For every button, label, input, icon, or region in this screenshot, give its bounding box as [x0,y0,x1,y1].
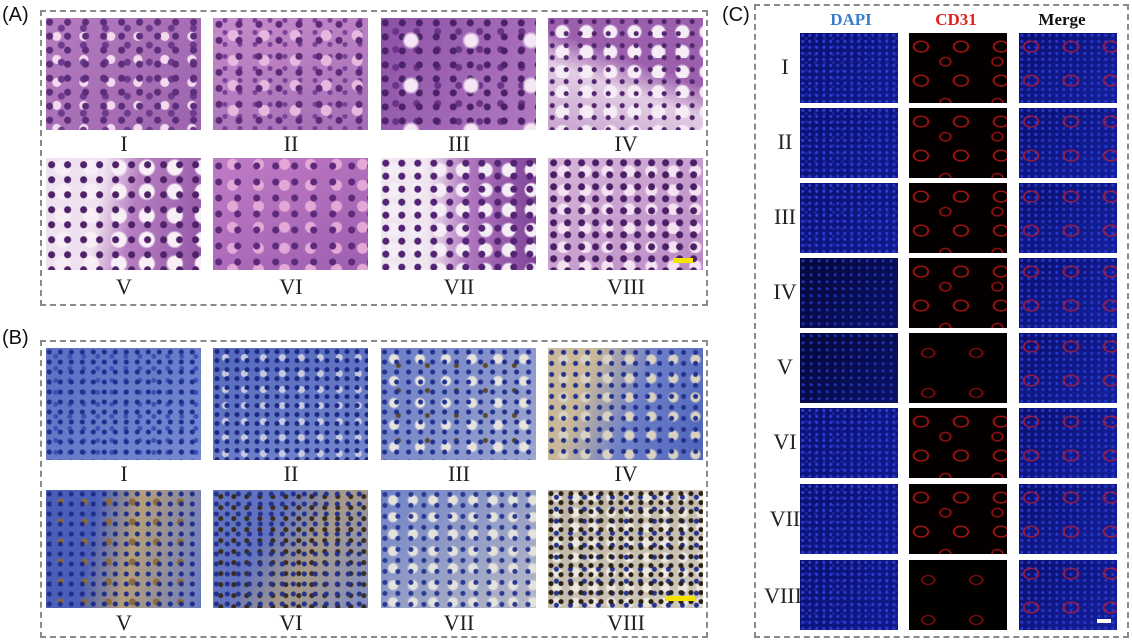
row-label-8: VIII [764,583,802,608]
scale-bar-a [673,258,693,263]
column-header-dapi: DAPI [830,10,872,29]
cd31-image-8 [909,560,1007,630]
scale-bar-c [1097,619,1111,623]
merge-image-2 [1019,108,1117,178]
he-image-2 [213,18,368,130]
dapi-image-3 [800,183,898,253]
cd31-image-1 [909,33,1007,103]
merge-image-8 [1019,560,1117,630]
caption-b-5: V [116,610,132,635]
caption-a-1: I [120,131,128,156]
ihc-image-5 [46,490,201,608]
he-image-6 [213,158,368,270]
caption-a-6: VI [279,274,303,299]
merge-image-1 [1019,33,1117,103]
panel-a-label: (A) [2,4,29,26]
panel-b-frame [40,340,708,638]
ihc-image-2 [213,348,368,460]
cd31-image-5 [909,333,1007,403]
caption-b-3: III [448,461,470,486]
dapi-image-8 [800,560,898,630]
panel-c-label: (C) [722,4,750,26]
caption-b-1: I [120,461,128,486]
row-label-5: V [777,354,793,379]
caption-b-2: II [283,461,299,486]
ihc-image-4 [548,348,703,460]
ihc-image-6 [213,490,368,608]
he-image-4 [548,18,703,130]
scale-bar-b [665,596,695,601]
caption-a-4: IV [614,131,638,156]
row-label-3: III [774,204,796,229]
dapi-image-7 [800,484,898,554]
row-label-2: II [777,129,793,154]
ihc-image-7 [381,490,536,608]
ihc-image-3 [381,348,536,460]
caption-a-8: VIII [607,274,645,299]
he-image-8 [548,158,703,270]
cd31-image-3 [909,183,1007,253]
caption-a-7: VII [443,274,475,299]
dapi-image-4 [800,258,898,328]
caption-a-2: II [283,131,299,156]
ihc-image-1 [46,348,201,460]
he-image-7 [381,158,536,270]
row-label-4: IV [773,279,797,304]
caption-b-6: VI [279,610,303,635]
caption-a-3: III [448,131,470,156]
merge-image-5 [1019,333,1117,403]
cd31-image-7 [909,484,1007,554]
cd31-image-4 [909,258,1007,328]
panel-a-frame [40,10,708,306]
column-header-cd31: CD31 [935,10,977,29]
column-header-merge: Merge [1038,10,1086,29]
he-image-5 [46,158,201,270]
panel-c-frame [754,4,1129,638]
caption-b-8: VIII [607,610,645,635]
dapi-image-1 [800,33,898,103]
row-label-1: I [781,54,789,79]
dapi-image-2 [800,108,898,178]
row-label-6: VI [773,429,797,454]
merge-image-4 [1019,258,1117,328]
caption-b-7: VII [443,610,475,635]
caption-a-5: V [116,274,132,299]
caption-b-4: IV [614,461,638,486]
merge-image-3 [1019,183,1117,253]
row-label-7: VII [769,506,801,531]
merge-image-7 [1019,484,1117,554]
cd31-image-2 [909,108,1007,178]
he-image-1 [46,18,201,130]
panel-b-label: (B) [2,327,29,349]
ihc-image-8 [548,490,703,608]
cd31-image-6 [909,408,1007,478]
he-image-3 [381,18,536,130]
dapi-image-6 [800,408,898,478]
dapi-image-5 [800,333,898,403]
merge-image-6 [1019,408,1117,478]
